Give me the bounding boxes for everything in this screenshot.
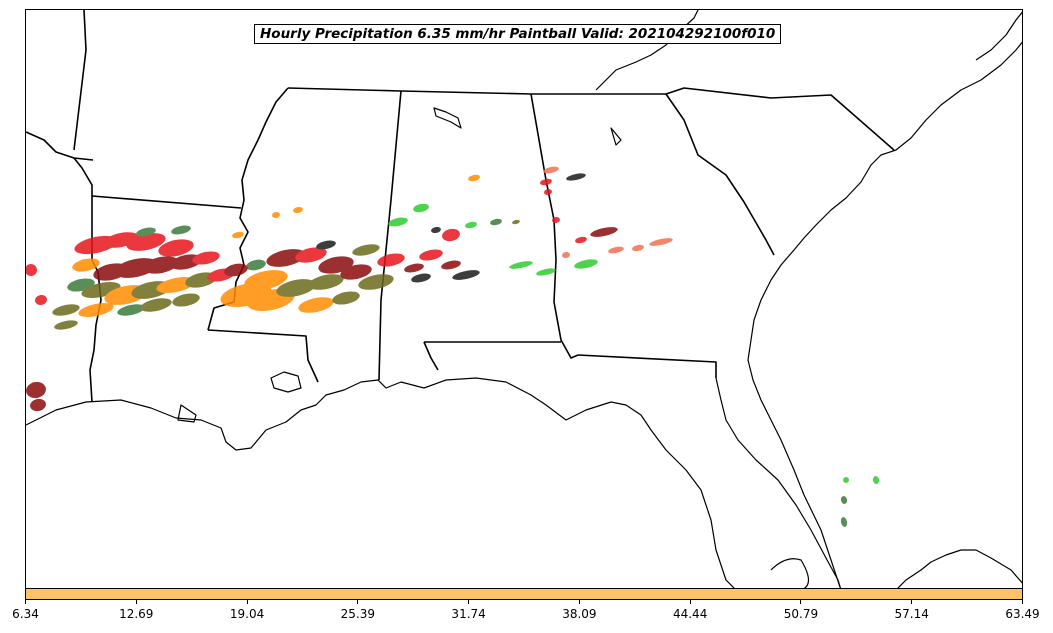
precip-blob (136, 227, 156, 237)
precip-blob (544, 188, 552, 196)
map-panel: Hourly Precipitation 6.35 mm/hr Paintbal… (25, 9, 1023, 589)
precip-blob (840, 496, 848, 504)
precip-blob (872, 476, 880, 484)
precip-blob (512, 219, 520, 225)
colorbar-tick-label: 25.39 (340, 607, 376, 621)
precip-blob (276, 279, 316, 297)
precip-blob (298, 297, 334, 313)
precip-blob (244, 270, 288, 290)
colorbar-tick-mark (246, 600, 248, 604)
precip-blob (441, 260, 461, 270)
colorbar-tick-label: 63.49 (1005, 607, 1040, 621)
precip-blob (52, 304, 80, 316)
precip-blob (272, 211, 280, 219)
precip-blob (540, 178, 552, 186)
precip-blob (126, 233, 166, 251)
precip-blob (377, 253, 405, 267)
precip-blob (536, 268, 556, 276)
precip-blob (358, 274, 394, 290)
precip-blob (431, 226, 441, 234)
precip-blob (840, 517, 848, 527)
precip-blob (117, 304, 145, 316)
precip-blob (35, 294, 47, 306)
precip-blob (340, 264, 372, 280)
precip-blob (26, 381, 46, 399)
precip-blob (419, 249, 443, 261)
colorbar (25, 588, 1023, 600)
precip-blob (352, 244, 380, 256)
colorbar-tick-label: 44.44 (672, 607, 708, 621)
precip-blob (246, 259, 266, 271)
precip-blob (332, 291, 360, 305)
colorbar-tick-mark (800, 600, 802, 604)
precip-blob (54, 320, 78, 330)
colorbar-tick-label: 57.14 (894, 607, 929, 621)
precip-blob (649, 238, 673, 246)
colorbar-tick-label: 31.74 (451, 607, 486, 621)
precip-blob (490, 218, 502, 226)
precip-blob (308, 274, 344, 290)
colorbar-tick-label: 19.04 (229, 607, 265, 621)
colorbar-tick-mark (911, 600, 913, 604)
precip-blob (78, 303, 114, 317)
precip-blob (293, 206, 303, 214)
precip-blob (295, 247, 327, 263)
precip-blob (192, 251, 220, 265)
precip-blob (566, 173, 586, 181)
precip-blob (143, 256, 179, 274)
precip-blob (232, 231, 244, 239)
precip-blob (465, 221, 477, 229)
precip-blob (404, 263, 424, 273)
precip-blob (608, 246, 624, 254)
precip-blob (413, 203, 429, 213)
precip-blob (316, 240, 336, 250)
colorbar-tick-mark (689, 600, 691, 604)
colorbar-tick-label: 6.34 (12, 607, 39, 621)
precip-blob (411, 273, 431, 283)
precip-blob (574, 259, 598, 269)
precipitation-blobs (26, 166, 880, 527)
precip-blob (575, 236, 587, 244)
precip-blob (171, 225, 191, 235)
precip-blob (843, 477, 849, 483)
colorbar-tick-mark (25, 600, 26, 604)
precip-blob (158, 239, 194, 257)
colorbar-tick-mark (1022, 600, 1023, 604)
precip-blob (562, 251, 570, 259)
colorbar-tick-label: 50.79 (783, 607, 819, 621)
precip-blob (543, 166, 559, 174)
colorbar-tick-label: 12.69 (119, 607, 154, 621)
precip-blob (590, 227, 618, 237)
precip-blob (224, 263, 248, 277)
precip-blob (468, 174, 480, 182)
colorbar-tick-mark (135, 600, 137, 604)
colorbar-tick-label: 38.09 (562, 607, 597, 621)
precip-blob (452, 270, 480, 280)
precip-blob (140, 298, 172, 312)
coastline (26, 10, 1022, 588)
colorbar-tick-mark (468, 600, 470, 604)
map-title: Hourly Precipitation 6.35 mm/hr Paintbal… (254, 24, 782, 44)
precip-blob (172, 293, 200, 307)
colorbar-tick-mark (357, 600, 359, 604)
precip-blob (509, 261, 533, 269)
precip-blob (266, 249, 306, 267)
state-boundaries (26, 10, 895, 403)
precip-blob (26, 264, 37, 276)
precip-blob (552, 216, 560, 224)
precip-blob (632, 244, 644, 252)
precip-blob (388, 217, 408, 227)
colorbar-tick-mark (578, 600, 580, 604)
precip-blob (72, 258, 100, 272)
precip-blob (442, 228, 460, 242)
precip-blob (30, 398, 46, 412)
